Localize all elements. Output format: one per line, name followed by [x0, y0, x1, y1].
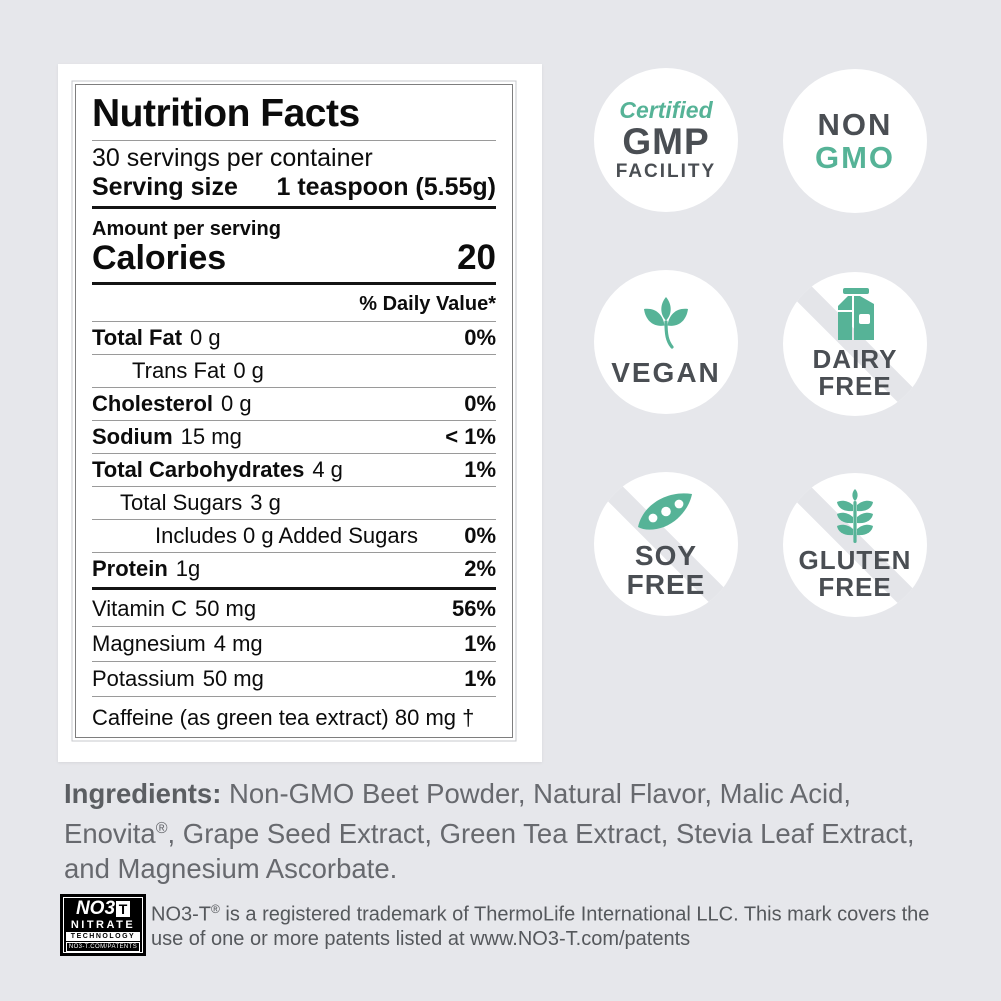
nutrient-daily-value: 56% [451, 596, 496, 621]
nutrient-name: Total Sugars [120, 490, 243, 515]
calories-label: Calories [92, 239, 227, 277]
nutrient-amount: 0 g [190, 325, 221, 350]
nutrient-amount: 0 g [221, 391, 252, 416]
no3t-logo-nitrate: NITRATE [70, 919, 136, 931]
no3t-logo: NO3 T NITRATE TECHNOLOGY NO3-T.COM/PATEN… [60, 894, 146, 956]
free-label: FREE [818, 371, 892, 401]
nutrient-row: Vitamin C 50 mg 56% [92, 592, 496, 626]
nutrient-name: Trans Fat [132, 358, 226, 383]
nutrient-name: Total Fat [92, 325, 183, 350]
trademark-brand: NO3-T [151, 903, 211, 926]
gluten-label: GLUTEN [798, 545, 912, 575]
no3t-logo-t: T [116, 901, 131, 917]
micronutrient-rows: Vitamin C 50 mg 56% Magnesium 4 mg 1% Potassiu… [92, 592, 496, 696]
nutrient-name: Vitamin C [92, 596, 187, 621]
serving-size-value: 1 teaspoon (5.55g) [276, 173, 497, 201]
nutrient-name: Potassium [92, 666, 195, 691]
non-label: NON [817, 107, 893, 142]
daily-value-header: % Daily Value* [359, 293, 496, 315]
nutrient-amount: 4 mg [213, 631, 263, 656]
ingredients-text: Ingredients: Non-GMO Beet Powder, Natura… [64, 776, 944, 886]
divider [92, 140, 496, 141]
badge-gluten-free: GLUTEN FREE [783, 473, 927, 617]
ingredients-body: Non-GMO Beet Powder, Natural Flavor, Mal… [64, 778, 852, 850]
gmp-certified-label: Certified [619, 97, 713, 123]
nutrient-amount: 3 g [250, 490, 281, 515]
nutrient-name: Total Carbohydrates [92, 457, 305, 482]
nutrient-daily-value: 1% [464, 631, 496, 656]
nutrient-row: Total Sugars 3 g [92, 486, 496, 519]
gmp-facility-label: FACILITY [615, 161, 717, 182]
nutrient-row: Includes 0 g Added Sugars 0% [92, 519, 496, 552]
registered-symbol: ® [155, 820, 168, 837]
nutrient-name: Sodium [92, 424, 173, 449]
nutrient-daily-value: < 1% [445, 424, 496, 449]
vegan-label: VEGAN [611, 357, 721, 388]
section-bar [92, 206, 496, 209]
pea-pod-icon [634, 489, 698, 535]
caffeine-row: Caffeine (as green tea extract) 80 mg † [92, 696, 496, 741]
trademark-text: NO3-T® is a registered trademark of Ther… [151, 897, 951, 951]
nutrient-daily-value: 2% [464, 556, 496, 581]
badge-non-gmo: NON GMO [783, 69, 927, 213]
serving-size-label: Serving size [92, 173, 238, 201]
badge-dairy-free: DAIRY FREE [783, 272, 927, 416]
free-label: FREE [818, 572, 892, 602]
calories-row: Calories 20 [92, 238, 496, 277]
calories-value: 20 [457, 238, 496, 277]
nutrient-daily-value: 1% [464, 457, 496, 482]
nutrient-name: Includes 0 g Added Sugars [155, 523, 418, 548]
milk-carton-icon [830, 288, 880, 340]
registered-symbol: ® [211, 902, 220, 916]
badge-certified-gmp-facility: Certified GMP FACILITY [594, 68, 738, 212]
soy-label: SOY [634, 540, 698, 571]
nutrient-row: Protein 1g 2% [92, 552, 496, 585]
no3t-logo-technology: TECHNOLOGY [66, 932, 140, 941]
dairy-label: DAIRY [812, 344, 898, 374]
nutrient-daily-value: 0% [464, 523, 496, 548]
nutrient-row: Sodium 15 mg < 1% [92, 420, 496, 453]
ingredients-label: Ingredients: [64, 778, 222, 809]
section-bar [92, 282, 496, 285]
nutrient-amount: 0 g [233, 358, 264, 383]
nutrition-facts-label: Nutrition Facts 30 servings per containe… [75, 84, 513, 738]
free-label: FREE [626, 569, 706, 600]
trademark-body: is a registered trademark of ThermoLife … [151, 903, 930, 950]
nutrient-name: Protein [92, 556, 168, 581]
amount-per-serving-label: Amount per serving [92, 218, 281, 240]
section-bar [92, 587, 496, 590]
nutrient-amount: 50 mg [202, 666, 264, 691]
nutrient-daily-value: 0% [464, 325, 496, 350]
nutrient-row: Total Fat 0 g 0% [92, 321, 496, 354]
gmp-label: GMP [622, 121, 710, 162]
ingredients-body-cont: , Grape Seed Extract, Green Tea Extract,… [64, 818, 915, 885]
nutrient-row: Trans Fat 0 g [92, 354, 496, 387]
serving-size-row: Serving size 1 teaspoon (5.55g) [92, 173, 496, 202]
gmo-label: GMO [814, 140, 896, 175]
nutrient-amount: 50 mg [194, 596, 257, 621]
badge-vegan: VEGAN [594, 270, 738, 414]
nutrient-row: Potassium 50 mg 1% [92, 661, 496, 696]
leaf-icon [635, 296, 697, 350]
nutrient-name: Cholesterol [92, 391, 214, 416]
nutrient-amount: 1g [175, 556, 201, 581]
nutrient-amount: 15 mg [180, 424, 242, 449]
nutrient-daily-value: 0% [464, 391, 496, 416]
nutrition-facts-title: Nutrition Facts [92, 92, 360, 135]
nutrient-amount: 4 g [312, 457, 343, 482]
nutrition-facts-card: Nutrition Facts 30 servings per containe… [58, 64, 542, 762]
badge-soy-free: SOY FREE [594, 472, 738, 616]
nutrient-name: Magnesium [92, 631, 206, 656]
no3t-logo-patents-url: NO3-T.COM/PATENTS [66, 942, 140, 952]
no3t-logo-no3: NO3 [75, 898, 116, 919]
nutrient-row: Cholesterol 0 g 0% [92, 387, 496, 420]
nutrient-row: Magnesium 4 mg 1% [92, 626, 496, 661]
servings-per-container: 30 servings per container [92, 144, 373, 172]
nutrient-daily-value: 1% [464, 666, 496, 691]
wheat-icon [833, 489, 877, 543]
nutrient-rows: Total Fat 0 g 0% Trans Fat 0 g Cholesterol 0 g… [92, 321, 496, 585]
nutrient-row: Total Carbohydrates 4 g 1% [92, 453, 496, 486]
